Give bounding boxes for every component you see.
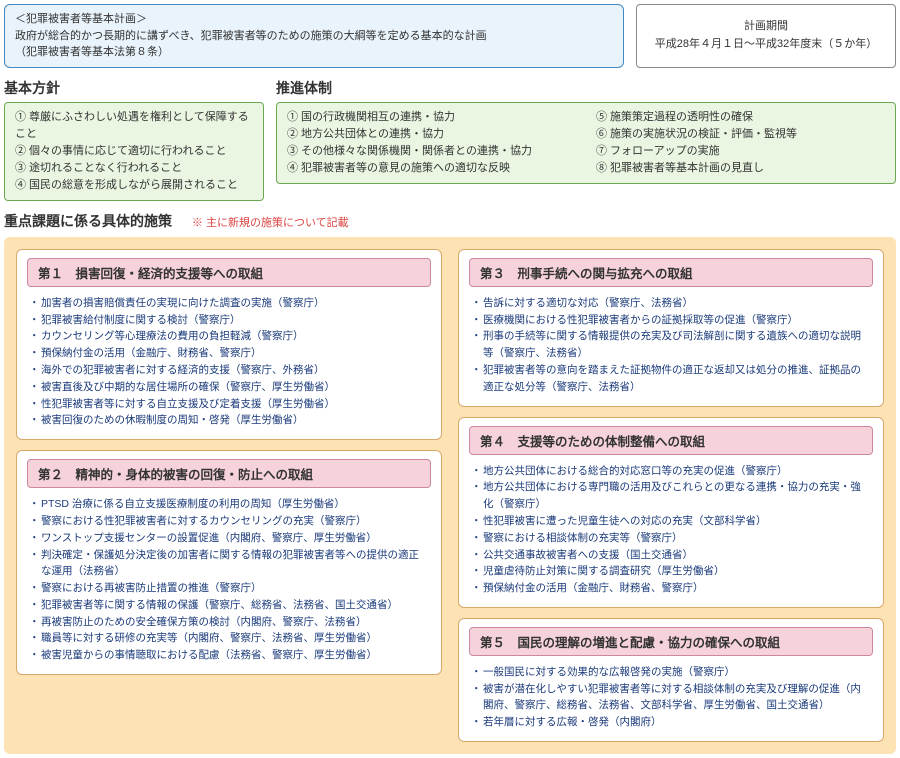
list-item: 性犯罪被害者等に対する自立支援及び定着支援（厚生労働省） [29,396,429,413]
promotion-item: ⑥ 施策の実施状況の検証・評価・監視等 [596,126,885,143]
policy-item: ① 尊厳にふさわしい処遇を権利として保障すること [15,109,253,143]
plan-definition-title: ＜犯罪被害者等基本計画＞ [15,13,147,25]
list-item: 児童虐待防止対策に関する調査研究（厚生労働省） [471,563,871,580]
list-item: ワンストップ支援センターの設置促進（内閣府、警察庁、厚生労働省） [29,530,429,547]
policy-item: ② 個々の事情に応じて適切に行われること [15,143,253,160]
promotion-item: ④ 犯罪被害者等の意見の施策への適切な反映 [287,160,576,177]
card-4-list: 地方公共団体における総合的対応窓口等の充実の促進（警察庁） 地方公共団体における… [469,463,873,597]
list-item: 公共交通事故被害者への支援（国土交通省） [471,547,871,564]
list-item: 預保納付金の活用（金融庁、財務省、警察庁） [29,345,429,362]
promotion-item: ② 地方公共団体との連携・協力 [287,126,576,143]
list-item: 判決確定・保護処分決定後の加害者に関する情報の犯罪被害者等への提供の適正な運用（… [29,547,429,581]
card-3-list: 告訴に対する適切な対応（警察庁、法務省） 医療機関における性犯罪被害者からの証拠… [469,295,873,396]
card-4-title: 第４ 支援等のための体制整備への取組 [469,426,873,455]
list-item: 被害児童からの事情聴取における配慮（法務省、警察庁、厚生労働省） [29,647,429,664]
list-item: 被害直後及び中期的な居住場所の確保（警察庁、厚生労働省） [29,379,429,396]
list-item: 地方公共団体における専門職の活用及びこれらとの更なる連携・協力の充実・強化（警察… [471,479,871,513]
list-item: 預保納付金の活用（金融庁、財務省、警察庁） [471,580,871,597]
card-3: 第３ 刑事手続への関与拡充への取組 告訴に対する適切な対応（警察庁、法務省） 医… [458,249,884,407]
list-item: 一般国民に対する効果的な広報啓発の実施（警察庁） [471,664,871,681]
promotion-heading: 推進体制 [276,78,896,98]
list-item: 被害が潜在化しやすい犯罪被害者等に対する相談体制の充実及び理解の促進（内閣府、警… [471,681,871,715]
measures-note: ※ 主に新規の施策について記載 [192,217,349,229]
card-2: 第２ 精神的・身体的被害の回復・防止への取組 PTSD 治療に係る自立支援医療制… [16,450,442,675]
card-5-title: 第５ 国民の理解の増進と配慮・協力の確保への取組 [469,627,873,656]
card-5-list: 一般国民に対する効果的な広報啓発の実施（警察庁） 被害が潜在化しやすい犯罪被害者… [469,664,873,731]
card-3-title: 第３ 刑事手続への関与拡充への取組 [469,258,873,287]
plan-period-text: 平成28年４月１日～平成32年度末（５か年） [647,36,885,54]
promotion-item: ⑦ フォローアップの実施 [596,143,885,160]
list-item: 職員等に対する研修の充実等（内閣府、警察庁、法務省、厚生労働省） [29,630,429,647]
list-item: 警察における性犯罪被害者に対するカウンセリングの充実（警察庁） [29,513,429,530]
card-1-title: 第１ 損害回復・経済的支援等への取組 [27,258,431,287]
policy-item: ④ 国民の総意を形成しながら展開されること [15,177,253,194]
card-1-list: 加害者の損害賠償責任の実現に向けた調査の実施（警察庁） 犯罪被害給付制度に関する… [27,295,431,429]
list-item: 若年層に対する広報・啓発（内閣府） [471,714,871,731]
list-item: 加害者の損害賠償責任の実現に向けた調査の実施（警察庁） [29,295,429,312]
list-item: 警察における相談体制の充実等（警察庁） [471,530,871,547]
card-5: 第５ 国民の理解の増進と配慮・協力の確保への取組 一般国民に対する効果的な広報啓… [458,618,884,742]
list-item: 犯罪被害給付制度に関する検討（警察庁） [29,312,429,329]
card-1: 第１ 損害回復・経済的支援等への取組 加害者の損害賠償責任の実現に向けた調査の実… [16,249,442,440]
card-2-title: 第２ 精神的・身体的被害の回復・防止への取組 [27,459,431,488]
basic-policy-box: ① 尊厳にふさわしい処遇を権利として保障すること ② 個々の事情に応じて適切に行… [4,102,264,201]
card-2-list: PTSD 治療に係る自立支援医療制度の利用の周知（厚生労働省） 警察における性犯… [27,496,431,664]
promotion-item: ③ その他様々な関係機関・関係者との連携・協力 [287,143,576,160]
card-4: 第４ 支援等のための体制整備への取組 地方公共団体における総合的対応窓口等の充実… [458,417,884,608]
list-item: 刑事の手続等に関する情報提供の充実及び司法解剖に関する遺族への適切な説明等（警察… [471,328,871,362]
list-item: 医療機関における性犯罪被害者からの証拠採取等の促進（警察庁） [471,312,871,329]
policy-item: ③ 途切れることなく行われること [15,160,253,177]
plan-definition-line2: （犯罪被害者等基本法第８条） [15,46,169,58]
list-item: 性犯罪被害に遭った児童生徒への対応の充実（文部科学省） [471,513,871,530]
list-item: 告訴に対する適切な対応（警察庁、法務省） [471,295,871,312]
list-item: 警察における再被害防止措置の推進（警察庁） [29,580,429,597]
promotion-item: ⑤ 施策策定過程の透明性の確保 [596,109,885,126]
plan-period-title: 計画期間 [647,18,885,36]
list-item: 海外での犯罪被害者に対する経済的支援（警察庁、外務省） [29,362,429,379]
list-item: カウンセリング等心理療法の費用の負担軽減（警察庁） [29,328,429,345]
list-item: 犯罪被害者等の意向を踏まえた証拠物件の適正な返却又は処分の推進、証拠品の適正な処… [471,362,871,396]
promotion-item: ⑧ 犯罪被害者等基本計画の見直し [596,160,885,177]
measures-heading: 重点課題に係る具体的施策 ※ 主に新規の施策について記載 [4,211,896,231]
list-item: 犯罪被害者等に関する情報の保護（警察庁、総務省、法務省、国土交通省） [29,597,429,614]
plan-definition-line1: 政府が総合的かつ長期的に講ずべき、犯罪被害者等のための施策の大綱等を定める基本的… [15,30,487,42]
promotion-item: ① 国の行政機関相互の連携・協力 [287,109,576,126]
list-item: 再被害防止のための安全確保方策の検討（内閣府、警察庁、法務省） [29,614,429,631]
promotion-box: ① 国の行政機関相互の連携・協力 ② 地方公共団体との連携・協力 ③ その他様々… [276,102,896,184]
measures-panel: 第１ 損害回復・経済的支援等への取組 加害者の損害賠償責任の実現に向けた調査の実… [4,237,896,754]
list-item: PTSD 治療に係る自立支援医療制度の利用の周知（厚生労働省） [29,496,429,513]
plan-definition-box: ＜犯罪被害者等基本計画＞ 政府が総合的かつ長期的に講ずべき、犯罪被害者等のための… [4,4,624,68]
list-item: 被害回復のための休暇制度の周知・啓発（厚生労働省） [29,412,429,429]
basic-policy-heading: 基本方針 [4,78,264,98]
list-item: 地方公共団体における総合的対応窓口等の充実の促進（警察庁） [471,463,871,480]
plan-period-box: 計画期間 平成28年４月１日～平成32年度末（５か年） [636,4,896,68]
